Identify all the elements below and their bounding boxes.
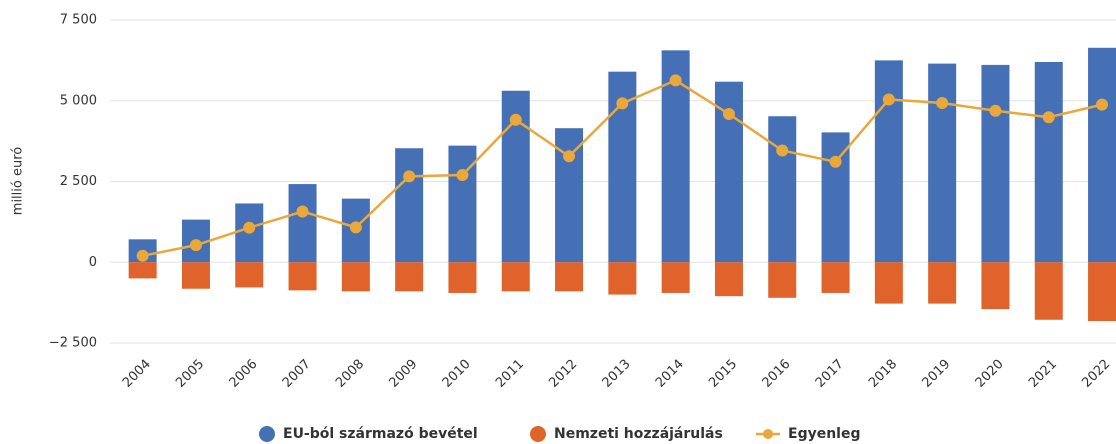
bar	[341, 262, 370, 292]
legend-symbol	[530, 426, 546, 442]
x-tick-label: 2021	[1026, 357, 1060, 391]
bar	[235, 262, 264, 288]
bar	[874, 262, 903, 304]
line-point	[136, 249, 149, 262]
bar	[555, 262, 584, 292]
legend-label: Egyenleg	[788, 426, 861, 442]
line-point	[829, 155, 842, 168]
line-point	[563, 150, 576, 163]
legend-symbol	[259, 426, 275, 442]
bar	[128, 262, 157, 279]
x-tick-label: 2009	[386, 357, 420, 391]
x-tick-label: 2010	[440, 357, 474, 391]
bar	[768, 262, 797, 298]
bar	[288, 184, 317, 263]
x-tick-label: 2019	[919, 357, 953, 391]
bar	[181, 262, 210, 289]
bar	[501, 262, 530, 292]
legend: EU-ból származó bevétel Nemzeti hozzájáru…	[259, 426, 861, 442]
line-point	[989, 104, 1002, 117]
x-tick-label: 2005	[173, 357, 207, 391]
line-point	[936, 97, 949, 110]
bar	[821, 132, 850, 263]
bar	[928, 262, 957, 304]
x-tick-label: 2004	[120, 357, 154, 391]
x-tick-label: 2008	[333, 357, 367, 391]
bar	[288, 262, 317, 291]
bar	[661, 262, 690, 293]
y-tick-label: 7 500	[60, 13, 97, 28]
line-point	[776, 144, 789, 157]
bar	[395, 262, 424, 292]
y-tick-label: −2 500	[49, 336, 97, 351]
bar	[608, 262, 637, 295]
x-tick-label: 2016	[760, 357, 794, 391]
bar	[1088, 262, 1116, 322]
x-tick-label: 2015	[706, 357, 740, 391]
bar	[1088, 47, 1116, 263]
y-tick-label: 0	[89, 255, 97, 270]
legend-symbol	[763, 429, 773, 439]
y-axis-label: millió euró	[11, 147, 26, 215]
bar	[874, 60, 903, 263]
x-tick-label: 2018	[866, 357, 900, 391]
bar	[395, 148, 424, 263]
bar	[1034, 61, 1063, 263]
x-tick-label: 2013	[600, 357, 634, 391]
x-tick-label: 2020	[973, 357, 1007, 391]
line-point	[1096, 98, 1109, 111]
line-point	[669, 74, 682, 87]
bar	[448, 262, 477, 293]
legend-label: Nemzeti hozzájárulás	[554, 426, 723, 442]
legend-label: EU-ból származó bevétel	[283, 426, 478, 442]
line-point	[349, 221, 362, 234]
x-tick-label: 2011	[493, 357, 527, 391]
x-tick-label: 2007	[280, 357, 314, 391]
x-tick-label: 2012	[546, 357, 580, 391]
line-point	[882, 93, 895, 106]
line-point	[189, 239, 202, 252]
bar	[714, 262, 743, 297]
bar	[928, 63, 957, 263]
y-tick-label: 2 500	[60, 174, 97, 189]
x-tick-label: 2017	[813, 357, 847, 391]
line-point	[1042, 111, 1055, 124]
bar	[768, 116, 797, 263]
line-point	[509, 113, 522, 126]
line-point	[616, 97, 629, 110]
line-point	[403, 170, 416, 183]
bar	[1034, 262, 1063, 320]
x-tick-label: 2006	[227, 357, 261, 391]
x-tick-label: 2014	[653, 357, 687, 391]
x-tick-label: 2022	[1079, 357, 1113, 391]
line-point	[722, 107, 735, 120]
bar	[981, 262, 1010, 310]
bar	[821, 262, 850, 293]
y-tick-label: 5 000	[60, 93, 97, 108]
line-point	[296, 205, 309, 218]
line-point	[243, 221, 256, 234]
line-point	[456, 169, 469, 182]
bar	[981, 64, 1010, 263]
